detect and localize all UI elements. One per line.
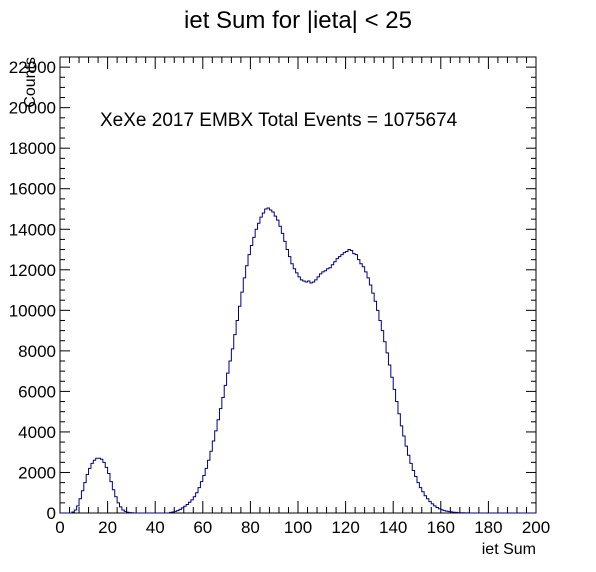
y-tick-label: 4000 <box>18 423 56 442</box>
x-tick-label: 20 <box>98 518 117 537</box>
x-tick-label: 160 <box>427 518 455 537</box>
x-axis-title: iet Sum <box>482 541 536 558</box>
y-tick-label: 18000 <box>9 139 56 158</box>
y-tick-label: 6000 <box>18 382 56 401</box>
x-tick-label: 80 <box>241 518 260 537</box>
y-tick-label: 16000 <box>9 180 56 199</box>
x-tick-label: 100 <box>284 518 312 537</box>
histogram-series-line <box>60 208 536 513</box>
x-tick-label: 180 <box>474 518 502 537</box>
x-tick-label: 40 <box>146 518 165 537</box>
y-tick-labels: 0200040006000800010000120001400016000180… <box>9 58 56 523</box>
x-tick-label: 60 <box>193 518 212 537</box>
x-tick-label: 140 <box>379 518 407 537</box>
events-annotation: XeXe 2017 EMBX Total Events = 1075674 <box>100 110 458 131</box>
y-tick-label: 12000 <box>9 261 56 280</box>
x-tick-label: 0 <box>55 518 64 537</box>
y-tick-label: 2000 <box>18 463 56 482</box>
x-tick-labels: 0 20 40 60 80 100 120 140 160 180 200 <box>55 518 550 537</box>
y-tick-label: 10000 <box>9 301 56 320</box>
y-axis-title: Counts <box>22 57 39 108</box>
x-tick-label: 120 <box>331 518 359 537</box>
y-tick-label: 8000 <box>18 342 56 361</box>
x-tick-label: 200 <box>522 518 550 537</box>
chart-title: iet Sum for |ieta| < 25 <box>184 7 412 34</box>
y-tick-label: 14000 <box>9 220 56 239</box>
